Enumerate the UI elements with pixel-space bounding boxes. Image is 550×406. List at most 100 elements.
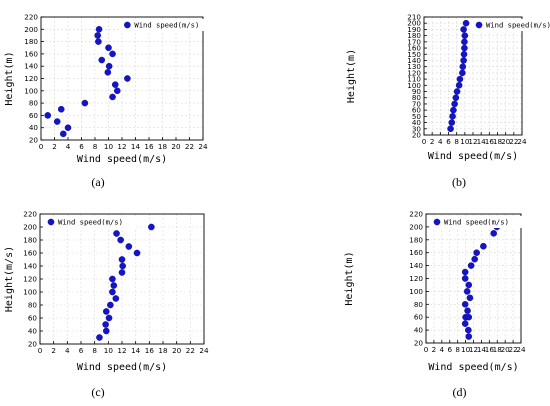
x-tick-label: 6 [79, 142, 84, 151]
x-tick-label: 20 [171, 142, 181, 151]
x-tick-label: 2 [51, 346, 56, 355]
y-tick-label: 50 [412, 112, 422, 121]
y-tick-label: 80 [29, 99, 39, 108]
data-point [461, 268, 469, 276]
y-tick-label: 170 [407, 37, 421, 46]
data-point [461, 38, 468, 46]
data-point [117, 236, 124, 244]
x-tick-label: 22 [509, 345, 518, 354]
y-tick-label: 150 [407, 50, 421, 59]
x-tick-label: 14 [477, 137, 487, 146]
data-point [449, 113, 456, 120]
data-point [124, 75, 131, 82]
data-point [109, 275, 116, 283]
y-tick-label: 40 [28, 327, 38, 336]
y-tick-label: 90 [412, 87, 422, 96]
data-point [118, 269, 126, 276]
data-point [456, 75, 464, 83]
chart-panel-4: 0 2 4 6 8 10121416182022242040608010012014016… [344, 210, 526, 400]
data-point [111, 81, 119, 88]
data-point [452, 94, 460, 102]
data-point [450, 106, 457, 114]
data-point [461, 300, 469, 308]
x-tick-label: 22 [509, 137, 518, 146]
legend-label: Wind speed(m/s) [486, 21, 550, 30]
y-tick-label: 100 [24, 86, 38, 95]
y-tick-label: 100 [409, 287, 423, 296]
data-point [462, 19, 470, 27]
x-tick-label: 4 [66, 142, 71, 151]
x-tick-label: 6 [79, 346, 84, 355]
data-point [460, 50, 468, 58]
y-tick-label: 60 [29, 111, 39, 120]
y-tick-label: 200 [409, 222, 423, 231]
y-tick-label: 180 [23, 236, 37, 245]
data-point [463, 288, 471, 295]
y-tick-label: 80 [412, 93, 422, 102]
x-tick-label: 18 [493, 345, 503, 354]
data-point [125, 243, 133, 250]
y-tick-label: 30 [412, 124, 422, 133]
y-tick-label: 100 [23, 288, 37, 297]
x-tick-label: 24 [199, 346, 209, 355]
x-tick-label: 4 [65, 346, 70, 355]
y-tick-label: 200 [23, 223, 37, 232]
legend-box [472, 19, 550, 31]
x-tick-label: 10 [460, 137, 470, 146]
data-point [471, 255, 478, 263]
x-tick-label: 2 [52, 142, 57, 151]
y-tick-label: 220 [24, 13, 38, 22]
x-tick-label: 20 [501, 345, 511, 354]
x-axis-label: Wind speed(m/s) [77, 362, 167, 373]
x-tick-label: 22 [185, 142, 194, 151]
y-axis-label: Height(m) [346, 49, 357, 103]
data-point [118, 256, 126, 263]
x-tick-label: 24 [198, 142, 208, 151]
y-tick-label: 20 [28, 340, 38, 349]
data-point [113, 230, 120, 237]
x-tick-label: 0 [424, 345, 429, 354]
data-point [105, 314, 113, 322]
x-axis-label: Wind speed(m/s) [77, 154, 167, 165]
legend-label: Wind speed(m/s) [444, 218, 509, 227]
y-axis-label: Height(m) [4, 51, 15, 105]
y-tick-label: 220 [409, 210, 423, 219]
data-point [459, 69, 466, 77]
y-tick-label: 160 [24, 49, 38, 58]
x-tick-label: 12 [117, 346, 126, 355]
x-tick-label: 6 [446, 137, 451, 146]
y-tick-label: 120 [407, 68, 421, 77]
x-tick-label: 10 [104, 142, 114, 151]
x-tick-label: 0 [422, 137, 427, 146]
data-point [102, 327, 110, 335]
x-axis-label: Wind speed(m/s) [428, 362, 518, 373]
y-tick-label: 140 [23, 262, 37, 271]
x-tick-label: 16 [485, 345, 495, 354]
x-tick-label: 24 [516, 345, 526, 354]
data-point [105, 62, 113, 70]
legend-label: Wind speed(m/s) [134, 21, 199, 30]
data-point [95, 38, 102, 45]
x-tick-label: 8 [455, 345, 460, 354]
x-tick-label: 2 [432, 345, 437, 354]
y-tick-label: 80 [414, 300, 424, 309]
data-point [109, 93, 116, 101]
data-point [465, 281, 473, 289]
data-point [102, 321, 109, 328]
y-tick-label: 70 [412, 99, 422, 108]
x-tick-label: 16 [145, 346, 155, 355]
x-tick-label: 0 [38, 346, 43, 355]
data-point [44, 112, 52, 119]
legend: Wind speed(m/s) [430, 216, 522, 228]
x-tick-label: 14 [131, 346, 141, 355]
data-point [94, 32, 101, 39]
y-tick-label: 20 [414, 339, 424, 348]
legend-marker [433, 218, 441, 226]
data-point [490, 230, 497, 237]
data-point [109, 288, 116, 296]
y-tick-label: 60 [412, 106, 422, 115]
data-point [148, 223, 155, 231]
data-point [448, 119, 456, 126]
y-tick-label: 160 [23, 249, 37, 258]
